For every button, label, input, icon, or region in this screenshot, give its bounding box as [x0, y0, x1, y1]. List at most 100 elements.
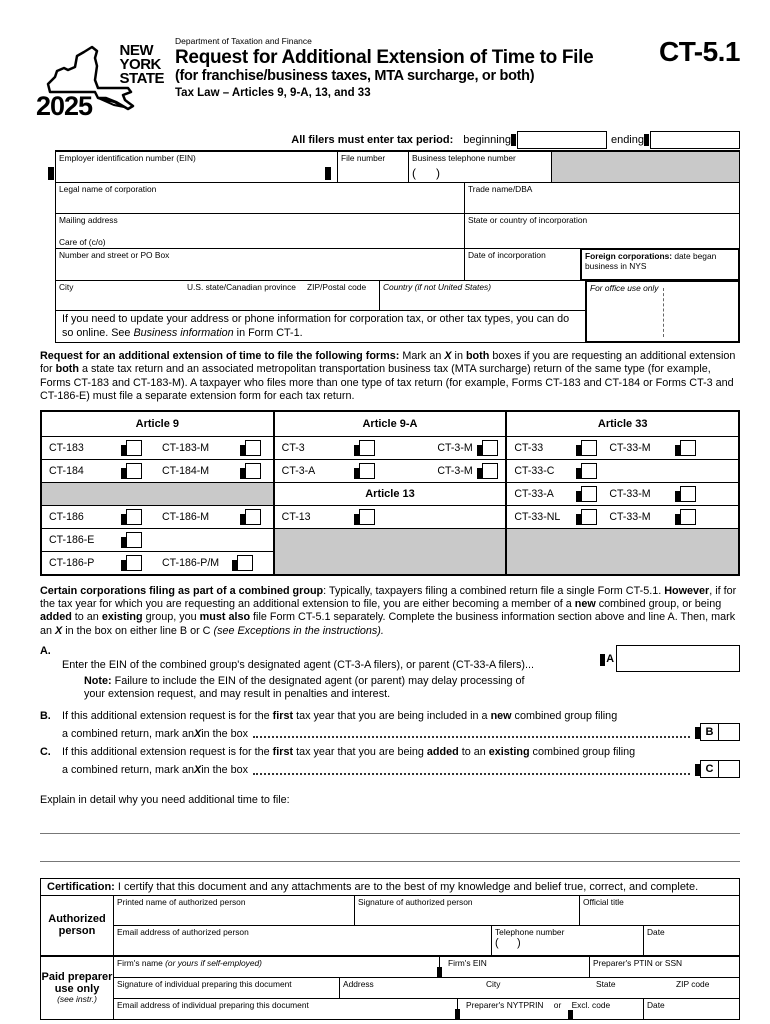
checkbox-ct33c[interactable]: [576, 462, 598, 479]
foreign-corporation-field[interactable]: Foreign corporations: date began busines…: [580, 248, 740, 281]
ein-label: Employer identification number (EIN): [59, 153, 196, 163]
preparer-signature-field[interactable]: Signature of individual preparing this d…: [117, 978, 292, 989]
tick-mark-icon: [675, 490, 681, 502]
phone-parens: ( ): [412, 166, 440, 180]
explain-label: Explain in detail why you need additiona…: [40, 793, 290, 806]
country-label: Country (if not United States): [383, 282, 491, 292]
checkbox-ct186[interactable]: [121, 508, 142, 525]
checkbox-ct183m[interactable]: [240, 439, 261, 456]
date-incorporation-field[interactable]: Date of incorporation: [464, 249, 581, 280]
tick-mark-icon: [476, 444, 482, 456]
tax-period-beginning-input[interactable]: [516, 131, 607, 149]
city-state-zip-field[interactable]: City U.S. state/Canadian province ZIP/Po…: [56, 281, 379, 310]
tax-period-row: All filers must enter tax period: beginn…: [40, 130, 740, 150]
checkbox-ct33m3[interactable]: [675, 508, 697, 525]
request-instructions: Request for an additional extension of t…: [40, 350, 736, 403]
line-b-checkbox[interactable]: [719, 723, 740, 742]
auth-date-field[interactable]: Date: [643, 925, 739, 955]
zip-label: ZIP/Postal code: [307, 282, 367, 292]
tick-mark-icon: [576, 513, 582, 525]
extension-forms-table: Article 9 CT-183 CT-183-M CT-184 CT-184-…: [40, 409, 740, 576]
shaded-cell: [507, 527, 739, 574]
certification-table: Authorized person Printed name of author…: [40, 895, 740, 1020]
checkbox-ct33m2[interactable]: [675, 485, 697, 502]
firm-ein-field[interactable]: Firm's EIN: [437, 956, 589, 977]
nytprin-field[interactable]: Preparer's NYTPRIN or Excl. code: [455, 998, 643, 1019]
checkbox-ct33nl[interactable]: [576, 508, 598, 525]
checkbox-ct33a[interactable]: [576, 485, 598, 502]
line-c-checkbox[interactable]: [719, 759, 740, 778]
care-of-label: Care of (c/o): [59, 237, 106, 247]
telephone-field[interactable]: Telephone number( ): [491, 925, 643, 955]
prep-date-field[interactable]: Date: [643, 998, 739, 1019]
checkbox-ct186m[interactable]: [240, 508, 261, 525]
checkbox-box: [126, 439, 142, 456]
street-field[interactable]: Number and street or PO Box: [56, 249, 464, 280]
ein-field[interactable]: Employer identification number (EIN): [56, 152, 337, 182]
checkbox-box: [481, 439, 498, 456]
checkbox-box: [126, 554, 142, 571]
email-authorized-field[interactable]: Email address of authorized person: [117, 926, 249, 937]
checkbox-box: [358, 439, 375, 456]
form-label-ct33: CT-33: [514, 441, 544, 454]
checkbox-ct186e[interactable]: [121, 531, 142, 548]
signature-authorized-field[interactable]: Signature of authorized person: [354, 895, 579, 925]
checkbox-box: [358, 508, 375, 525]
checkbox-ct3m[interactable]: [476, 439, 498, 456]
form-label-ct183m: CT-183-M: [162, 441, 210, 454]
checkbox-ct183[interactable]: [121, 439, 142, 456]
tick-mark-icon: [121, 559, 126, 571]
shaded-cell: [42, 481, 273, 505]
official-title-field[interactable]: Official title: [579, 895, 739, 925]
ptin-field[interactable]: Preparer's PTIN or SSN: [589, 956, 739, 977]
checkbox-ct184[interactable]: [121, 462, 142, 479]
tick-mark-icon: [232, 559, 237, 571]
checkbox-box: [358, 462, 375, 479]
street-label: Number and street or PO Box: [59, 250, 170, 260]
phone-field[interactable]: Business telephone number ( ): [408, 152, 551, 182]
preparer-address-field[interactable]: Address City State ZIP code: [339, 977, 739, 998]
checkbox-ct13[interactable]: [353, 508, 375, 525]
checkbox-box: [245, 439, 261, 456]
form-number: CT-5.1: [658, 36, 741, 67]
tick-mark-icon: [121, 513, 126, 525]
trade-name-field[interactable]: Trade name/DBA: [464, 183, 739, 213]
checkbox-ct184m[interactable]: [240, 462, 261, 479]
form-label-ct33c: CT-33-C: [514, 464, 555, 477]
tick-mark-icon: [675, 513, 681, 525]
line-a-number: A.: [40, 645, 51, 657]
firm-name-field[interactable]: Firm's name (or yours if self-employed): [117, 957, 262, 968]
dotted-leader: [253, 772, 690, 775]
header-titles: Department of Taxation and Finance Reque…: [175, 36, 645, 99]
legal-name-field[interactable]: Legal name of corporation: [56, 183, 464, 213]
checkbox-ct33[interactable]: [576, 439, 598, 456]
checkbox-box: [245, 508, 261, 525]
checkbox-box: [581, 485, 598, 502]
checkbox-ct3[interactable]: [353, 439, 375, 456]
file-number-field[interactable]: File number: [337, 152, 408, 182]
form-label-ct33m: CT-33-M: [609, 441, 651, 454]
checkbox-ct186pm[interactable]: [232, 554, 253, 571]
printed-name-field[interactable]: Printed name of authorized person: [117, 896, 246, 907]
tick-mark-icon: [240, 467, 245, 479]
checkbox-ct33m[interactable]: [675, 439, 697, 456]
mailing-address-field[interactable]: Mailing address Care of (c/o): [56, 214, 464, 248]
line-c-letter: C: [700, 759, 719, 778]
country-field[interactable]: Country (if not United States): [379, 281, 586, 311]
paid-preparer-section: Paid preparer use only (see instr.) Firm…: [41, 954, 739, 1019]
ending-label: ending: [610, 134, 644, 146]
combined-group-instructions: Certain corporations filing as part of a…: [40, 584, 737, 637]
checkbox-ct186p[interactable]: [121, 554, 142, 571]
explanation-line-2[interactable]: [40, 834, 740, 862]
preparer-email-field[interactable]: Email address of individual preparing th…: [117, 999, 309, 1010]
state-incorporation-field[interactable]: State or country of incorporation: [464, 214, 739, 248]
prep-city-label: City: [486, 978, 501, 989]
tax-period-ending-input[interactable]: [650, 131, 740, 149]
explanation-line-1[interactable]: [40, 806, 740, 834]
foreign-label-text: date began business in NYS: [585, 251, 717, 271]
form-label-ct33nl: CT-33-NL: [514, 510, 561, 523]
checkbox-ct3a[interactable]: [353, 462, 375, 479]
dotted-leader: [253, 736, 690, 739]
line-a-ein-input[interactable]: [616, 645, 740, 672]
checkbox-ct3m2[interactable]: [476, 462, 498, 479]
